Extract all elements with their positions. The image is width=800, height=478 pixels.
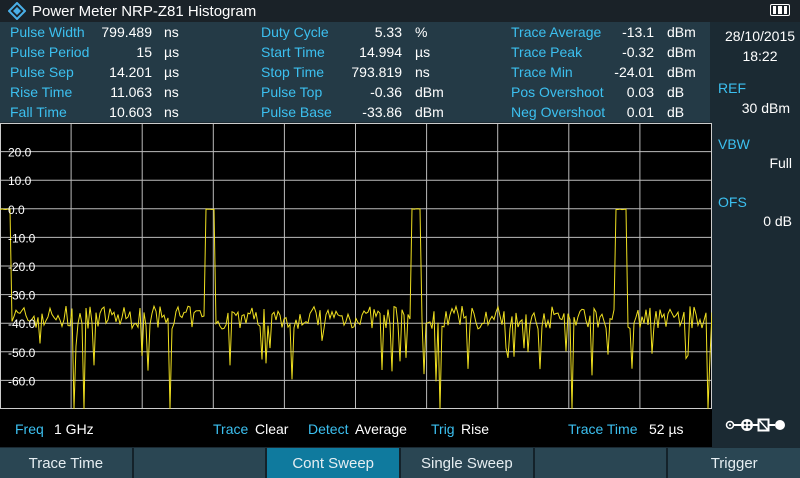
time: 18:22 bbox=[742, 48, 778, 64]
freq-label: Freq bbox=[15, 421, 44, 437]
trace-average-value: -13.1 bbox=[622, 24, 654, 40]
plot-border bbox=[0, 123, 712, 409]
vbw-label: VBW bbox=[718, 136, 750, 152]
pulse-sep-unit: µs bbox=[164, 64, 180, 80]
histogram-plot[interactable]: 20.0 10.0 0.0 -10.0 -20.0 -30.0 -40.0 -50.0 -60.… bbox=[0, 123, 712, 409]
battery-icon bbox=[770, 4, 790, 16]
trace-min-label: Trace Min bbox=[511, 64, 573, 80]
softkey-trace-time[interactable]: Trace Time bbox=[0, 448, 132, 478]
trace-min-unit: dBm bbox=[667, 64, 696, 80]
freq-value[interactable]: 1 GHz bbox=[54, 421, 94, 437]
duty-cycle-unit: % bbox=[415, 24, 428, 40]
softkey-bar: Trace Time Cont Sweep Single Sweep Trigg… bbox=[0, 448, 800, 478]
pulse-top-unit: dBm bbox=[415, 84, 444, 100]
trace-time-label: Trace Time bbox=[568, 421, 638, 437]
pos-overshoot-value: 0.03 bbox=[626, 84, 654, 100]
y-tick-label: -20.0 bbox=[8, 260, 36, 274]
neg-overshoot-value: 0.01 bbox=[626, 104, 654, 120]
trace-peak-unit: dBm bbox=[667, 44, 696, 60]
vbw-value[interactable]: Full bbox=[769, 155, 792, 171]
y-tick-label: -30.0 bbox=[8, 289, 36, 303]
ref-label: REF bbox=[718, 80, 746, 96]
detect-value[interactable]: Average bbox=[355, 421, 407, 437]
connection-status-icon bbox=[725, 418, 785, 432]
y-tick-label: 20.0 bbox=[8, 146, 32, 160]
start-time-unit: µs bbox=[415, 44, 431, 60]
pulse-top-label: Pulse Top bbox=[261, 84, 323, 100]
trace-value[interactable]: Clear bbox=[255, 421, 289, 437]
trace-line bbox=[0, 208, 712, 409]
detect-label: Detect bbox=[308, 421, 349, 437]
pulse-width-value: 799.489 bbox=[101, 24, 152, 40]
start-time-value: 14.994 bbox=[359, 44, 402, 60]
y-tick-label: -40.0 bbox=[8, 317, 36, 331]
pulse-sep-label: Pulse Sep bbox=[10, 64, 74, 80]
trace-peak-label: Trace Peak bbox=[511, 44, 583, 60]
trace-average-unit: dBm bbox=[667, 24, 696, 40]
rise-time-value: 11.063 bbox=[110, 84, 152, 100]
trig-value[interactable]: Rise bbox=[461, 421, 490, 437]
rise-time-unit: ns bbox=[164, 84, 179, 100]
trace-average-label: Trace Average bbox=[511, 24, 602, 40]
softkey-cont-sweep[interactable]: Cont Sweep bbox=[267, 448, 400, 478]
ofs-value[interactable]: 0 dB bbox=[763, 213, 792, 229]
duty-cycle-value: 5.33 bbox=[374, 24, 402, 40]
date: 28/10/2015 bbox=[724, 28, 796, 44]
trace-peak-value: -0.32 bbox=[622, 44, 654, 60]
neg-overshoot-unit: dB bbox=[667, 104, 685, 120]
pulse-base-label: Pulse Base bbox=[261, 104, 332, 120]
pulse-sep-value: 14.201 bbox=[109, 64, 152, 80]
status-bar: Freq 1 GHz Trace Clear Detect Average Tr… bbox=[0, 409, 712, 447]
trig-label: Trig bbox=[431, 421, 455, 437]
pulse-width-unit: ns bbox=[164, 24, 179, 40]
duty-cycle-label: Duty Cycle bbox=[261, 24, 329, 40]
softkey-trigger[interactable]: Trigger bbox=[668, 448, 800, 478]
stop-time-label: Stop Time bbox=[261, 64, 325, 80]
pulse-base-unit: dBm bbox=[415, 104, 444, 120]
pulse-width-label: Pulse Width bbox=[10, 24, 85, 40]
pulse-top-value: -0.36 bbox=[370, 84, 402, 100]
trace-label: Trace bbox=[213, 421, 249, 437]
window-title: Power Meter NRP-Z81 Histogram bbox=[32, 2, 257, 20]
side-panel: 28/10/2015 18:22 REF 30 dBm VBW Full OFS… bbox=[710, 22, 800, 432]
pos-overshoot-label: Pos Overshoot bbox=[511, 84, 604, 100]
rise-time-label: Rise Time bbox=[10, 84, 73, 100]
y-tick-label: 0.0 bbox=[8, 203, 25, 217]
ref-value[interactable]: 30 dBm bbox=[741, 100, 790, 116]
rs-logo-icon bbox=[8, 2, 26, 20]
softkey-empty-2[interactable] bbox=[534, 448, 667, 478]
y-tick-label: 10.0 bbox=[8, 174, 32, 188]
trace-time-value[interactable]: 52 µs bbox=[649, 421, 684, 437]
y-tick-label: -10.0 bbox=[8, 231, 36, 245]
measurement-panel: Pulse Width 799.489 ns Duty Cycle 5.33% Trace… bbox=[0, 22, 710, 122]
stop-time-value: 793.819 bbox=[351, 64, 402, 80]
fall-time-value: 10.603 bbox=[109, 104, 152, 120]
ofs-label: OFS bbox=[718, 194, 747, 210]
fall-time-label: Fall Time bbox=[10, 104, 67, 120]
softkey-single-sweep[interactable]: Single Sweep bbox=[401, 448, 533, 478]
y-tick-label: -50.0 bbox=[8, 346, 36, 360]
y-tick-label: -60.0 bbox=[8, 374, 36, 388]
trace-min-value: -24.01 bbox=[614, 64, 654, 80]
pulse-period-label: Pulse Period bbox=[10, 44, 90, 60]
softkey-empty-1[interactable] bbox=[133, 448, 266, 478]
start-time-label: Start Time bbox=[261, 44, 325, 60]
pulse-period-unit: µs bbox=[164, 44, 180, 60]
fall-time-unit: ns bbox=[164, 104, 179, 120]
pulse-base-value: -33.86 bbox=[362, 104, 402, 120]
title-bar: Power Meter NRP-Z81 Histogram bbox=[0, 0, 800, 22]
pulse-period-value: 15 bbox=[136, 44, 152, 60]
neg-overshoot-label: Neg Overshoot bbox=[511, 104, 606, 120]
pos-overshoot-unit: dB bbox=[667, 84, 685, 100]
stop-time-unit: ns bbox=[415, 64, 430, 80]
